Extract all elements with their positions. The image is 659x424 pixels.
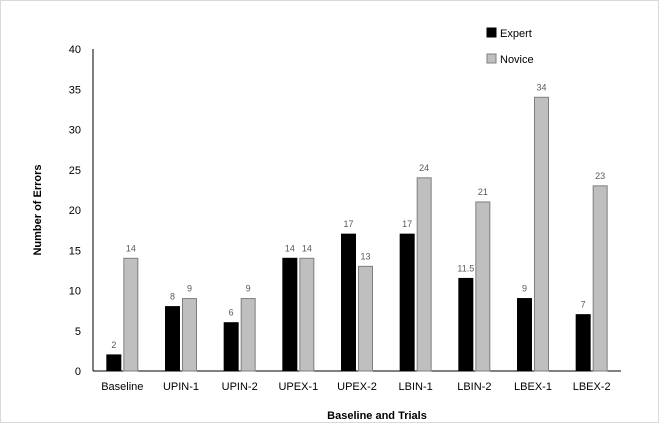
x-tick-label: LBEX-1: [514, 381, 552, 393]
bar-expert: [575, 314, 591, 372]
bar-expert: [165, 306, 180, 372]
data-label: 6: [229, 308, 234, 318]
x-tick-label: UPEX-1: [278, 381, 318, 393]
legend-label-novice: Novice: [500, 54, 534, 66]
bar-expert: [106, 354, 122, 372]
y-tick-label: 5: [75, 326, 81, 338]
bar-novice: [358, 265, 373, 372]
y-tick-label: 10: [69, 286, 81, 298]
bar-expert: [223, 322, 239, 372]
bar-novice: [592, 185, 608, 372]
data-labels: 2 14 8 9 6 9 14 14 17 13 17 24 11.5 21 9 34 7 23: [111, 82, 605, 350]
bar-expert: [341, 233, 356, 372]
x-tick-label: UPIN-1: [163, 381, 199, 393]
data-label: 7: [581, 300, 586, 310]
bar-novice: [182, 298, 197, 372]
x-tick-label: UPEX-2: [337, 381, 377, 393]
bar-novice: [416, 177, 432, 372]
y-tick-labels: 0 5 10 15 20 25 30 35 40: [69, 44, 81, 378]
data-label: 14: [285, 243, 295, 253]
data-label: 9: [522, 284, 527, 294]
axes: [92, 49, 621, 372]
y-tick-label: 0: [75, 366, 81, 378]
bar-novice: [299, 257, 315, 372]
y-tick-label: 20: [69, 205, 81, 217]
y-tick-label: 30: [69, 125, 81, 137]
legend-swatch-novice: [486, 53, 497, 64]
x-tick-labels: Baseline UPIN-1 UPIN-2 UPEX-1 UPEX-2 LBIN-1 LB…: [101, 381, 610, 393]
x-tick-label: UPIN-2: [222, 381, 258, 393]
x-tick-label: LBIN-1: [399, 381, 433, 393]
y-axis-title: Number of Errors: [32, 164, 44, 255]
data-label: 2: [111, 340, 116, 350]
data-label: 11.5: [457, 263, 474, 273]
bar-novice: [123, 257, 139, 372]
legend: Expert Novice: [486, 27, 534, 66]
bar-expert: [282, 257, 298, 372]
y-tick-label: 40: [69, 44, 81, 56]
x-tick-label: LBEX-2: [573, 381, 611, 393]
bar-novice: [240, 298, 256, 372]
data-label: 8: [170, 292, 175, 302]
data-label: 34: [536, 82, 546, 92]
data-label: 9: [246, 284, 251, 294]
y-tick-label: 35: [69, 84, 81, 96]
bar-novice: [534, 96, 549, 372]
bars: [106, 96, 608, 372]
y-tick-label: 25: [69, 165, 81, 177]
data-label: 14: [126, 243, 136, 253]
x-tick-label: Baseline: [101, 381, 143, 393]
x-axis-title: Baseline and Trials: [327, 410, 427, 422]
bar-novice: [475, 201, 491, 372]
bar-expert: [517, 298, 532, 372]
bar-expert: [458, 277, 474, 372]
legend-swatch-expert: [486, 27, 497, 38]
x-tick-label: LBIN-2: [457, 381, 491, 393]
y-tick-label: 15: [69, 245, 81, 257]
bar-expert: [399, 233, 415, 372]
legend-label-expert: Expert: [500, 28, 532, 40]
data-label: 17: [343, 219, 353, 229]
data-label: 14: [302, 243, 312, 253]
data-label: 17: [402, 219, 412, 229]
data-label: 23: [595, 171, 605, 181]
data-label: 13: [360, 251, 370, 261]
data-label: 24: [419, 163, 429, 173]
data-label: 9: [187, 284, 192, 294]
data-label: 21: [478, 187, 488, 197]
